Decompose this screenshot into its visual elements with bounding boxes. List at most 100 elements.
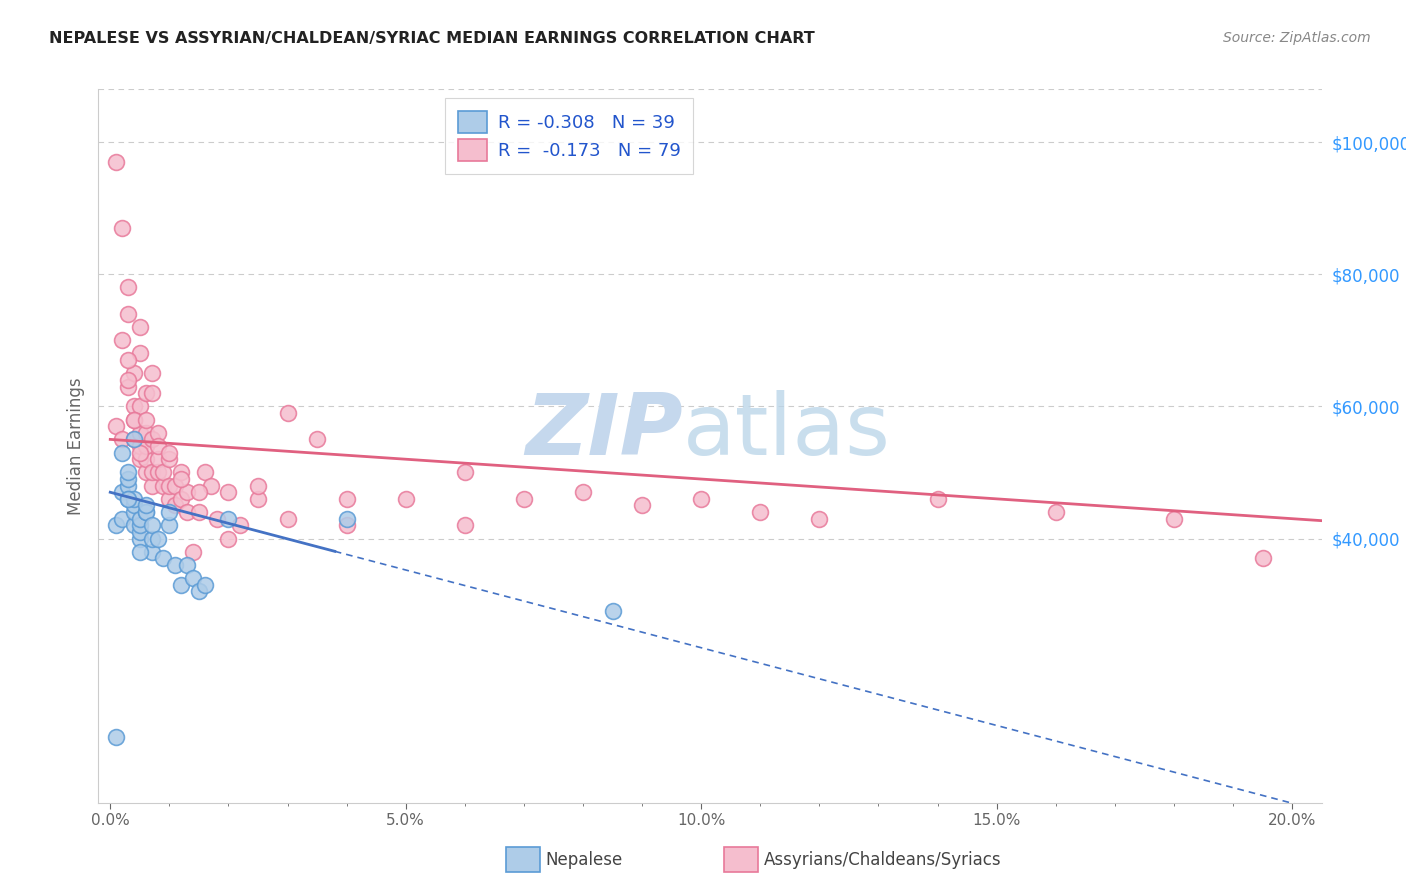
Point	[157, 505, 180, 519]
Point	[194, 578, 217, 592]
Point	[176, 505, 198, 519]
Point	[117, 491, 139, 506]
Point	[572, 485, 595, 500]
Point	[454, 518, 477, 533]
Point	[157, 445, 180, 459]
Point	[165, 558, 187, 572]
Point	[111, 221, 134, 235]
Point	[276, 511, 298, 525]
Point	[135, 386, 157, 401]
Point	[187, 505, 209, 519]
Point	[749, 505, 772, 519]
Point	[111, 445, 134, 459]
Point	[135, 425, 157, 440]
Point	[111, 433, 134, 447]
Point	[128, 545, 150, 559]
Point	[128, 532, 150, 546]
Point	[117, 373, 139, 387]
Point	[111, 333, 134, 347]
Point	[336, 518, 359, 533]
Text: Source: ZipAtlas.com: Source: ZipAtlas.com	[1223, 31, 1371, 45]
Point	[141, 466, 163, 480]
Point	[194, 466, 217, 480]
Point	[128, 445, 150, 459]
Point	[105, 518, 128, 533]
Point	[122, 367, 145, 381]
Point	[105, 419, 128, 434]
Point	[117, 353, 139, 368]
Text: Nepalese: Nepalese	[546, 851, 623, 869]
Point	[122, 505, 145, 519]
Point	[141, 367, 163, 381]
Point	[122, 400, 145, 414]
Point	[808, 511, 831, 525]
Point	[631, 499, 654, 513]
Point	[217, 485, 239, 500]
Point	[128, 511, 150, 525]
Point	[135, 452, 157, 467]
Point	[336, 491, 359, 506]
Point	[141, 386, 163, 401]
Point	[141, 518, 163, 533]
Point	[135, 466, 157, 480]
Point	[157, 478, 180, 492]
Point	[927, 491, 949, 506]
Point	[117, 491, 139, 506]
Point	[170, 578, 193, 592]
Point	[307, 433, 329, 447]
Point	[117, 379, 139, 393]
Point	[128, 452, 150, 467]
Point	[181, 571, 204, 585]
Point	[128, 524, 150, 539]
Point	[165, 499, 187, 513]
Point	[454, 466, 477, 480]
Point	[146, 425, 169, 440]
Y-axis label: Median Earnings: Median Earnings	[66, 377, 84, 515]
Point	[152, 466, 174, 480]
Point	[141, 532, 163, 546]
Point	[200, 478, 222, 492]
Point	[117, 466, 139, 480]
Point	[117, 472, 139, 486]
Point	[246, 491, 269, 506]
Point	[128, 400, 150, 414]
Text: ZIP: ZIP	[526, 390, 683, 474]
Point	[276, 406, 298, 420]
Point	[513, 491, 536, 506]
Point	[1045, 505, 1067, 519]
Point	[122, 433, 145, 447]
Point	[141, 478, 163, 492]
Text: Assyrians/Chaldeans/Syriacs: Assyrians/Chaldeans/Syriacs	[763, 851, 1001, 869]
Point	[141, 545, 163, 559]
Point	[135, 412, 157, 426]
Point	[141, 433, 163, 447]
Point	[170, 491, 193, 506]
Point	[176, 558, 198, 572]
Point	[602, 604, 624, 618]
Point	[157, 518, 180, 533]
Point	[152, 551, 174, 566]
Point	[217, 532, 239, 546]
Point	[105, 154, 128, 169]
Point	[128, 346, 150, 360]
Point	[1251, 551, 1274, 566]
Point	[135, 499, 157, 513]
Point	[111, 511, 134, 525]
Point	[170, 472, 193, 486]
Point	[205, 511, 228, 525]
Point	[229, 518, 252, 533]
Point	[128, 439, 150, 453]
Point	[1163, 511, 1185, 525]
Point	[122, 518, 145, 533]
Point	[135, 439, 157, 453]
Point	[122, 433, 145, 447]
Point	[146, 439, 169, 453]
Point	[146, 532, 169, 546]
Point	[157, 491, 180, 506]
Point	[122, 491, 145, 506]
Point	[122, 412, 145, 426]
Text: NEPALESE VS ASSYRIAN/CHALDEAN/SYRIAC MEDIAN EARNINGS CORRELATION CHART: NEPALESE VS ASSYRIAN/CHALDEAN/SYRIAC MED…	[49, 31, 815, 46]
Point	[117, 478, 139, 492]
Point	[246, 478, 269, 492]
Point	[165, 478, 187, 492]
